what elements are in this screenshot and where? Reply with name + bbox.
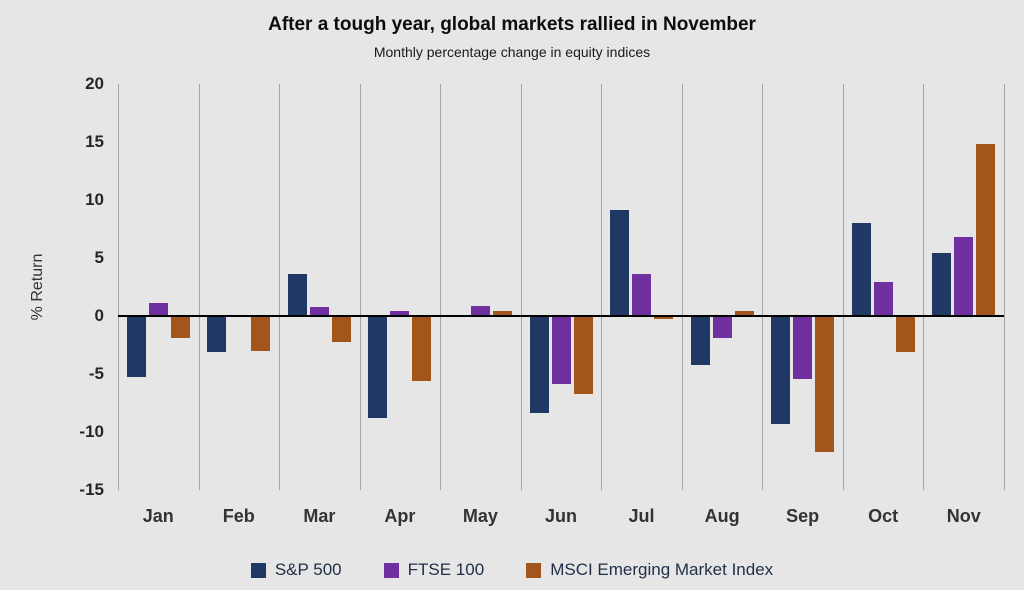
chart-title: After a tough year, global markets ralli…	[268, 14, 756, 35]
bar-ftse-100-apr	[390, 311, 409, 316]
vertical-gridline	[923, 84, 924, 490]
legend-swatch-s-p-500	[250, 562, 266, 578]
bar-ftse-100-jan	[149, 303, 168, 316]
bar-msci-emerging-market-index-jun	[574, 316, 593, 394]
vertical-gridline	[601, 84, 602, 490]
legend: S&P 500 FTSE 100 MSCI Emerging Market Inde…	[0, 560, 1024, 580]
bar-s-p-500-jan	[127, 316, 146, 378]
legend-item-msci-emerging-market-index: MSCI Emerging Market Index	[526, 560, 773, 580]
bar-s-p-500-jun	[530, 316, 549, 414]
y-tick-label: -10	[79, 422, 104, 441]
vertical-gridline	[1004, 84, 1005, 490]
x-axis-label-feb: Feb	[222, 506, 255, 526]
vertical-gridline	[199, 84, 200, 490]
zero-axis-line	[118, 315, 1004, 317]
legend-swatch-ftse-100	[383, 562, 399, 578]
bar-s-p-500-aug	[691, 316, 710, 365]
bar-msci-emerging-market-index-jul	[654, 316, 673, 320]
bar-s-p-500-mar	[288, 274, 307, 316]
x-axis-label-mar: Mar	[303, 506, 336, 526]
x-axis-label-sep: Sep	[786, 506, 820, 526]
bar-s-p-500-feb	[207, 316, 226, 352]
vertical-gridline	[279, 84, 280, 490]
bar-ftse-100-sep	[793, 316, 812, 379]
bar-s-p-500-apr	[368, 316, 387, 419]
bar-msci-emerging-market-index-feb	[251, 316, 270, 351]
bar-msci-emerging-market-index-aug	[735, 311, 754, 316]
x-axis-label-nov: Nov	[946, 506, 981, 526]
legend-item-s-p-500: S&P 500	[250, 560, 342, 580]
bar-msci-emerging-market-index-nov	[976, 144, 995, 316]
legend-item-ftse-100: FTSE 100	[383, 560, 485, 580]
plot-area: % Return 20 15 10 5 0 -5 -10 -15 Jan Feb Mar Apr May…	[29, 74, 1005, 526]
bar-ftse-100-jul	[632, 274, 651, 316]
bar-ftse-100-jun	[552, 316, 571, 385]
bar-msci-emerging-market-index-mar	[332, 316, 351, 342]
y-tick-label: 5	[94, 248, 104, 267]
y-axis-line	[118, 84, 119, 490]
vertical-gridline	[440, 84, 441, 490]
y-tick-label: -5	[88, 364, 104, 383]
x-axis-label-aug: Aug	[704, 506, 740, 526]
bar-s-p-500-oct	[852, 223, 871, 316]
legend-label-s-p-500: S&P 500	[274, 560, 342, 579]
y-tick-label: -15	[79, 480, 104, 499]
bar-s-p-500-sep	[771, 316, 790, 424]
bar-msci-emerging-market-index-jan	[171, 316, 190, 339]
x-axis-label-jul: Jul	[628, 506, 655, 526]
legend-label-ftse-100: FTSE 100	[407, 560, 485, 579]
x-axis-label-oct: Oct	[868, 506, 899, 526]
bar-ftse-100-mar	[310, 306, 329, 316]
x-axis-label-apr: Apr	[384, 506, 416, 526]
x-axis-label-jan: Jan	[142, 506, 174, 526]
bar-s-p-500-nov	[932, 253, 951, 316]
vertical-gridline	[762, 84, 763, 490]
bar-msci-emerging-market-index-sep	[815, 316, 834, 452]
y-tick-label: 20	[85, 74, 104, 93]
bar-ftse-100-aug	[713, 316, 732, 339]
bar-ftse-100-nov	[954, 237, 973, 316]
chart-subtitle: Monthly percentage change in equity indi…	[373, 44, 651, 60]
y-axis-title: % Return	[29, 253, 46, 321]
bar-s-p-500-jul	[610, 210, 629, 316]
bar-msci-emerging-market-index-oct	[896, 316, 915, 352]
x-axis-label-jun: Jun	[544, 506, 577, 526]
bar-ftse-100-oct	[874, 282, 893, 316]
bar-ftse-100-may	[471, 305, 490, 316]
y-tick-label: 0	[94, 306, 104, 325]
y-tick-label: 15	[85, 132, 104, 151]
vertical-gridline	[843, 84, 844, 490]
vertical-gridline	[521, 84, 522, 490]
bar-msci-emerging-market-index-may	[493, 311, 512, 316]
x-axis-label-may: May	[462, 506, 498, 526]
vertical-gridline	[682, 84, 683, 490]
y-tick-label: 10	[85, 190, 104, 209]
vertical-gridline	[360, 84, 361, 490]
bar-msci-emerging-market-index-apr	[412, 316, 431, 381]
legend-label-msci-emerging-market-index: MSCI Emerging Market Index	[550, 560, 774, 579]
legend-swatch-msci-emerging-market-index	[526, 562, 542, 578]
